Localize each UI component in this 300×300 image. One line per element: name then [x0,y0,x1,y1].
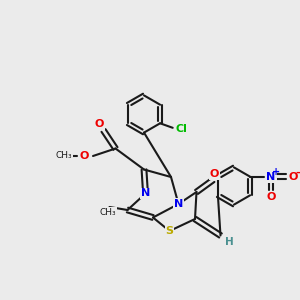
Text: O: O [79,151,89,161]
Text: O: O [94,119,104,130]
Text: H: H [224,237,233,247]
Text: -: - [296,167,300,178]
Text: N: N [266,172,276,182]
Text: Cl: Cl [176,124,188,134]
Text: S: S [166,226,173,236]
Text: N: N [141,188,150,199]
Text: CH₃: CH₃ [56,152,72,160]
Text: O: O [210,169,219,179]
Text: CH₃: CH₃ [100,208,116,217]
Text: N: N [174,199,183,209]
Text: +: + [272,167,280,177]
Text: O: O [289,172,298,182]
Text: O: O [266,192,276,202]
